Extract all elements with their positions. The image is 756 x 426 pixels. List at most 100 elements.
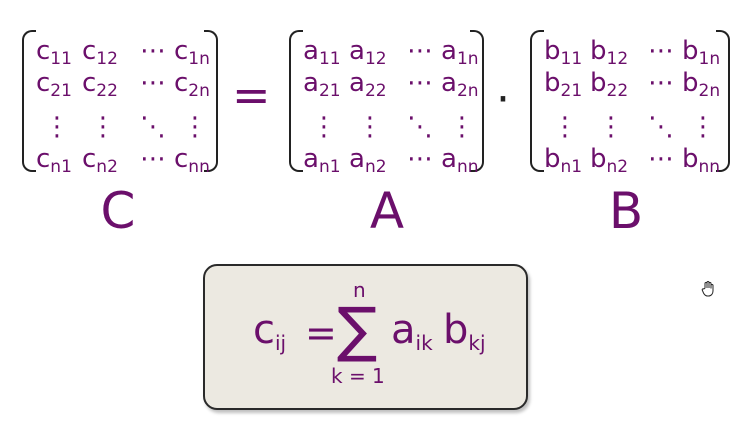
matrix-c-cell: ⋯ — [140, 146, 166, 172]
cell-subscript: 11 — [560, 49, 583, 69]
cell-base: ⋮ — [598, 112, 624, 142]
cell-subscript: 22 — [364, 81, 387, 101]
matrix-b-cell: ⋱ — [648, 114, 674, 140]
matrix-b: b11 b12 ⋯ b1n b21 b22 ⋯ b2n ⋮ ⋮ ⋱ ⋮ bn1 bn2 ⋯ bnn — [530, 30, 730, 177]
cell-base: ⋯ — [140, 144, 166, 174]
cell-base: c — [82, 144, 97, 174]
cell-base: ⋮ — [311, 112, 337, 142]
matrix-b-cell: b12 — [590, 38, 628, 72]
right-bracket — [716, 30, 730, 172]
cell-base: c — [82, 36, 97, 66]
cell-base: ⋱ — [648, 112, 674, 142]
matrix-a-cell: ⋯ — [407, 146, 433, 172]
matrix-a-cell: a21 — [303, 70, 341, 104]
cell-base: b — [590, 68, 607, 98]
cell-subscript: n1 — [560, 157, 583, 177]
matrix-c-cell: c21 — [36, 70, 72, 104]
cell-base: ⋯ — [407, 144, 433, 174]
term-b-subscript: kj — [468, 331, 486, 355]
matrix-a-cell: ⋮ — [311, 114, 337, 140]
cell-subscript: 22 — [96, 81, 118, 101]
cell-subscript: 21 — [50, 81, 72, 101]
matrix-a-cell: ⋮ — [449, 114, 475, 140]
matrix-a-cell: a12 — [349, 38, 387, 72]
cell-base: c — [36, 68, 51, 98]
matrix-b-label: B — [608, 182, 644, 240]
cell-subscript: 2n — [188, 81, 210, 101]
cell-base: a — [441, 36, 457, 66]
matrix-c-cell: ⋮ — [90, 114, 116, 140]
term-b: bkj — [443, 310, 486, 363]
matrix-b-cell: ⋮ — [690, 114, 716, 140]
cell-subscript: 12 — [364, 49, 387, 69]
matrix-a-cell: a11 — [303, 38, 341, 72]
multiply-operator: · — [496, 74, 510, 125]
matrix-c-cell: c1n — [174, 38, 210, 72]
cell-base: ⋮ — [449, 112, 475, 142]
cell-base: c — [174, 68, 189, 98]
matrix-a-cell: a1n — [441, 38, 479, 72]
cell-base: ⋯ — [140, 36, 166, 66]
cell-base: ⋱ — [140, 112, 166, 142]
left-bracket — [22, 30, 36, 172]
cell-base: a — [303, 68, 319, 98]
cell-subscript: 21 — [560, 81, 583, 101]
matrix-a-cell: ⋯ — [407, 70, 433, 96]
matrix-b-cell: bn2 — [590, 146, 628, 180]
cell-base: b — [682, 36, 699, 66]
matrix-b-cell: b21 — [544, 70, 582, 104]
hand-pointer-icon — [701, 281, 714, 297]
cell-base: a — [441, 68, 457, 98]
matrix-c-cell: cn2 — [82, 146, 118, 180]
cell-subscript: 22 — [606, 81, 629, 101]
cell-subscript: 2n — [456, 81, 479, 101]
cell-base: c — [36, 144, 51, 174]
cell-subscript: 12 — [606, 49, 629, 69]
cell-subscript: 1n — [188, 49, 210, 69]
cell-subscript: n1 — [50, 157, 72, 177]
matrix-a-cell: an1 — [303, 146, 341, 180]
matrix-b-cell: bnn — [682, 146, 720, 180]
term-b-base: b — [443, 307, 469, 353]
equals-operator: = — [232, 68, 271, 122]
term-a-base: a — [391, 307, 416, 353]
cell-subscript: n2 — [96, 157, 118, 177]
right-bracket — [470, 30, 484, 172]
matrix-c: c11 c12 ⋯ c1n c21 c22 ⋯ c2n ⋮ ⋮ ⋱ ⋮ cn1 cn2 ⋯ cnn — [22, 30, 218, 177]
cell-base: ⋯ — [407, 68, 433, 98]
cell-subscript: 11 — [318, 49, 341, 69]
matrix-a-cell: a2n — [441, 70, 479, 104]
cell-base: ⋯ — [648, 144, 674, 174]
sigma-symbol: ∑ — [337, 295, 378, 365]
cell-base: ⋮ — [90, 112, 116, 142]
matrix-c-cell: c2n — [174, 70, 210, 104]
formula-lhs: cij — [253, 310, 286, 363]
cell-base: b — [590, 144, 607, 174]
cell-base: ⋯ — [407, 36, 433, 66]
cell-subscript: n2 — [606, 157, 629, 177]
cell-base: ⋮ — [44, 112, 70, 142]
matrix-b-cell: b22 — [590, 70, 628, 104]
cell-subscript: nn — [698, 157, 721, 177]
cell-base: c — [82, 68, 97, 98]
cell-base: c — [174, 36, 189, 66]
matrix-c-label: C — [100, 182, 136, 240]
matrix-c-cell: cnn — [174, 146, 210, 180]
cell-subscript: 12 — [96, 49, 118, 69]
matrix-c-cell: ⋮ — [182, 114, 208, 140]
matrix-a-cell: a22 — [349, 70, 387, 104]
cell-base: a — [349, 68, 365, 98]
term-a-subscript: ik — [415, 331, 433, 355]
matrix-b-cell: b2n — [682, 70, 720, 104]
cell-subscript: 2n — [698, 81, 721, 101]
cell-subscript: 1n — [698, 49, 721, 69]
cell-base: ⋮ — [182, 112, 208, 142]
cell-base: c — [174, 144, 189, 174]
formula-equals: = — [305, 311, 337, 355]
cell-base: ⋮ — [690, 112, 716, 142]
matrix-c-cell: ⋯ — [140, 38, 166, 64]
matrix-a-cell: ⋯ — [407, 38, 433, 64]
matrix-c-cell: cn1 — [36, 146, 72, 180]
matrix-c-cell: ⋱ — [140, 114, 166, 140]
cell-base: a — [349, 36, 365, 66]
